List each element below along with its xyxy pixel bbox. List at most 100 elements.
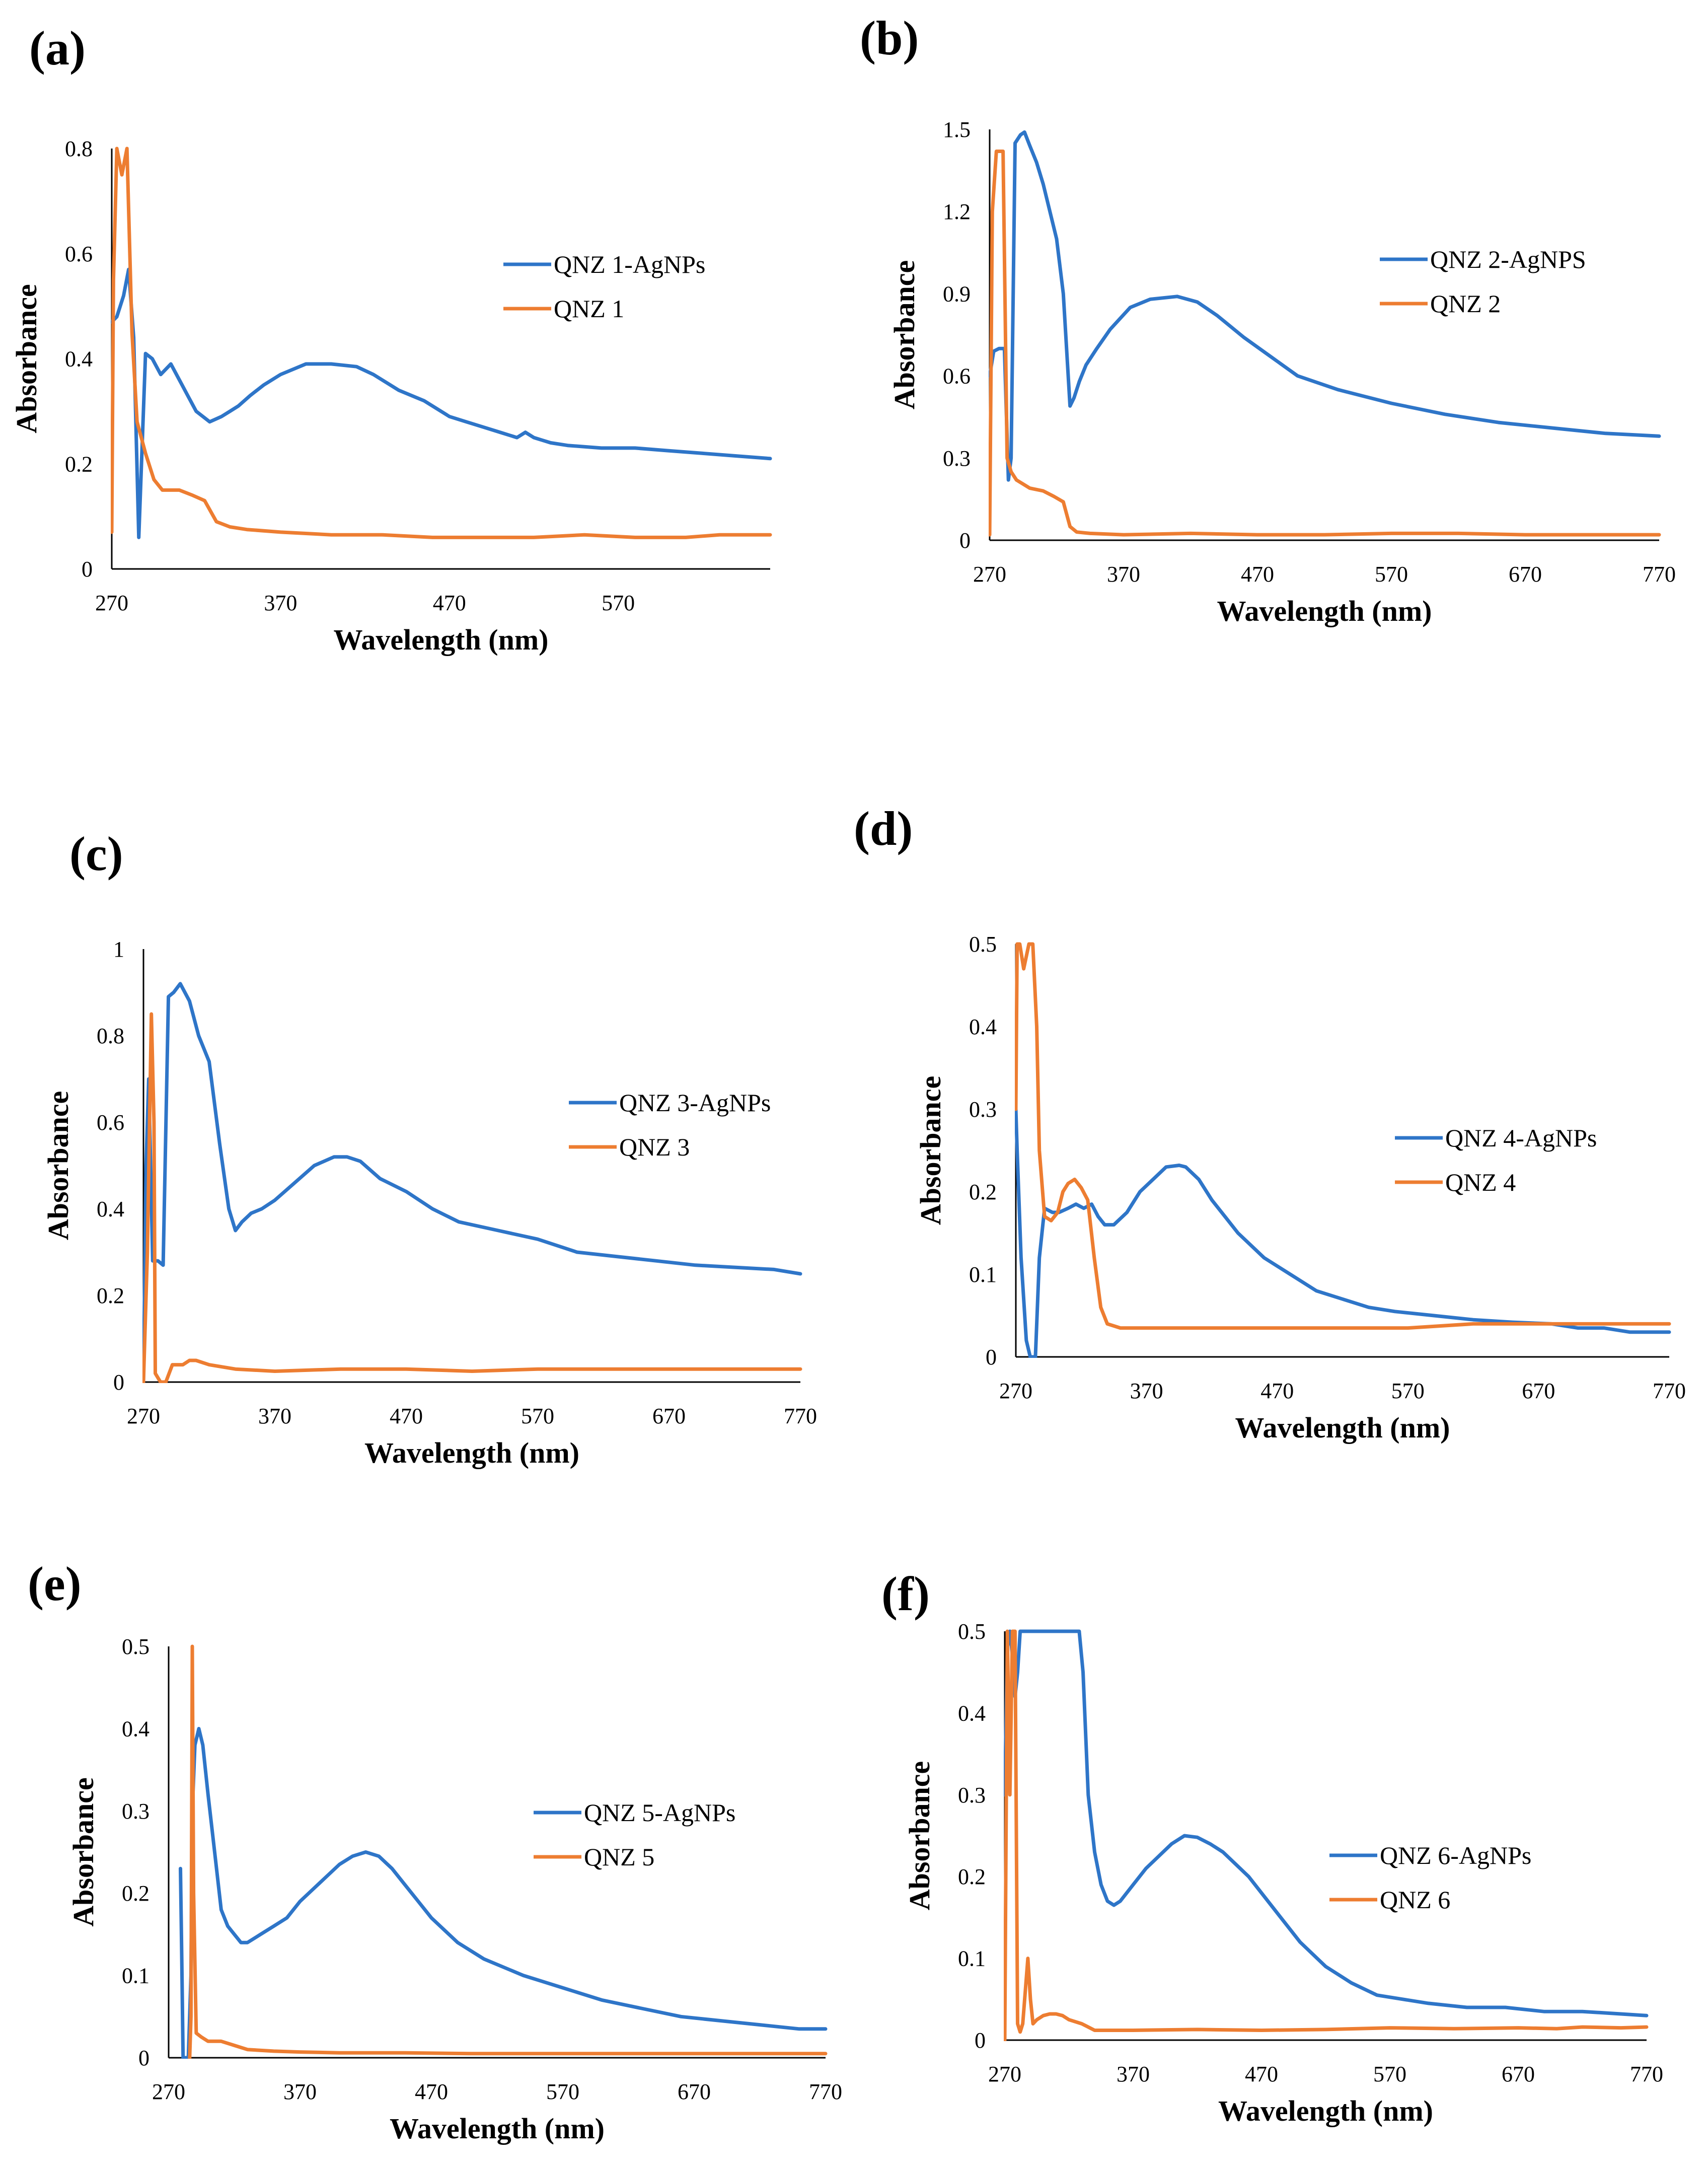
series-line-qnz [188, 1644, 828, 2059]
x-tick-label: 370 [1130, 1379, 1163, 1403]
y-tick-label: 0.4 [122, 1716, 150, 1741]
y-tick-label: 0.8 [65, 136, 93, 161]
x-axis-title: Wavelength (nm) [1235, 1411, 1450, 1444]
y-axis-title: Absorbance [903, 1761, 936, 1910]
y-tick-label: 0.2 [65, 452, 93, 476]
x-tick-label: 270 [152, 2079, 185, 2104]
y-tick-label: 0.5 [958, 1619, 986, 1644]
spectrum-chart-f: 0 0.1 0.2 0.3 0.4 0.5 270 370 470 570 670 770 Wavele… [903, 1619, 1663, 2127]
x-tick-label: 470 [390, 1404, 423, 1428]
y-tick-label: 0.1 [969, 1262, 997, 1287]
y-tick-label: 0.1 [958, 1946, 986, 1971]
x-tick-label: 270 [973, 562, 1006, 587]
y-tick-label: 0.4 [97, 1197, 124, 1221]
y-axis-title: Absorbance [10, 284, 43, 433]
legend-entry: QNZ 3-AgNPs [619, 1089, 771, 1117]
x-tick-label: 470 [415, 2079, 448, 2104]
y-tick-label: 1.5 [943, 117, 971, 142]
chart-panel-a: (a) 0 0.2 0.4 0.6 0.8 270 370 470 570 Wavelength … [0, 0, 854, 705]
x-tick-label: 270 [95, 591, 128, 615]
x-tick-label: 370 [1117, 2062, 1150, 2086]
chart-panel-f: (f) 0 0.1 0.2 0.3 0.4 0.5 270 370 470 570 670 770 Wa… [854, 1531, 1708, 2167]
x-tick-label: 470 [1245, 2062, 1278, 2086]
panel-label: (e) [28, 1557, 82, 1611]
legend-entry: QNZ 4-AgNPs [1445, 1124, 1597, 1152]
y-tick-label: 0.3 [943, 446, 971, 471]
y-tick-label: 0.2 [122, 1881, 150, 1906]
y-tick-label: 0.4 [969, 1015, 997, 1039]
y-tick-label: 0.6 [97, 1110, 124, 1135]
series-line-agnps [111, 267, 772, 539]
y-tick-label: 0.6 [943, 364, 971, 389]
series-line-agnps [989, 130, 1661, 482]
y-tick-label: 0.2 [969, 1180, 997, 1204]
x-tick-label: 370 [264, 591, 297, 615]
legend-entry: QNZ 3 [619, 1133, 690, 1161]
spectrum-chart-e: 0 0.1 0.2 0.3 0.4 0.5 270 370 470 570 670 770 Wavele… [67, 1634, 842, 2145]
y-tick-label: 0.4 [958, 1701, 986, 1725]
y-axis-title: Absorbance [67, 1777, 100, 1926]
x-tick-label: 770 [1653, 1379, 1686, 1403]
chart-panel-c: (c) 0 0.2 0.4 0.6 0.8 1 270 370 470 570 670 770 Wave… [0, 775, 854, 1490]
y-tick-label: 0 [113, 1370, 124, 1395]
x-tick-label: 470 [1241, 562, 1274, 587]
x-tick-label: 570 [521, 1404, 554, 1428]
legend-entry: QNZ 1 [554, 295, 624, 323]
legend-entry: QNZ 5 [584, 1843, 654, 1871]
series-line-agnps [1004, 1629, 1649, 2017]
y-tick-label: 0.3 [969, 1097, 997, 1122]
legend-entry: QNZ 2 [1430, 290, 1501, 318]
y-tick-label: 0.2 [958, 1864, 986, 1889]
x-tick-label: 670 [652, 1404, 686, 1428]
series-line-agnps [142, 982, 802, 1383]
x-tick-label: 270 [999, 1379, 1032, 1403]
x-tick-label: 370 [1107, 562, 1140, 587]
spectrum-chart-d: 0 0.1 0.2 0.3 0.4 0.5 270 370 470 570 670 770 Wavele… [914, 932, 1686, 1444]
legend-entry: QNZ 5-AgNPs [584, 1798, 735, 1827]
x-tick-label: 570 [1375, 562, 1408, 587]
panel-label: (a) [29, 21, 86, 75]
legend-entry: QNZ 6 [1380, 1886, 1450, 1914]
y-tick-label: 0 [959, 528, 971, 553]
y-tick-label: 0.3 [958, 1783, 986, 1808]
x-tick-label: 570 [546, 2079, 579, 2104]
panel-label: (b) [860, 11, 919, 65]
spectrum-chart-b: 0 0.3 0.6 0.9 1.2 1.5 270 370 470 570 670 770 Wavele… [888, 117, 1676, 627]
series-line-qnz [142, 1012, 802, 1383]
spectrum-chart-a: 0 0.2 0.4 0.6 0.8 270 370 470 570 Wavelength (nm)… [10, 136, 772, 656]
series-line-qnz [1015, 942, 1671, 1330]
x-tick-label: 370 [283, 2079, 317, 2104]
y-tick-label: 1.2 [943, 199, 971, 224]
x-tick-label: 570 [1391, 1379, 1425, 1403]
y-tick-label: 0.1 [122, 1964, 150, 1988]
y-tick-label: 0 [138, 2046, 150, 2070]
x-tick-label: 470 [1260, 1379, 1294, 1403]
y-tick-label: 0.6 [65, 242, 93, 266]
legend-entry: QNZ 4 [1445, 1168, 1516, 1196]
y-tick-label: 0.9 [943, 281, 971, 306]
x-axis-title: Wavelength (nm) [390, 2112, 605, 2145]
y-tick-label: 0.4 [65, 347, 93, 372]
chart-panel-b: (b) 0 0.3 0.6 0.9 1.2 1.5 270 370 470 570 670 770 Wa… [854, 0, 1708, 705]
y-tick-label: 0 [986, 1345, 997, 1369]
y-axis-title: Absorbance [914, 1076, 947, 1225]
x-tick-label: 270 [988, 2062, 1021, 2086]
x-tick-label: 570 [602, 591, 635, 615]
y-axis-title: Absorbance [42, 1091, 75, 1240]
chart-panel-d: (d) 0 0.1 0.2 0.3 0.4 0.5 270 370 470 570 670 770 Wa… [854, 775, 1708, 1490]
x-axis-title: Wavelength (nm) [1217, 595, 1432, 627]
x-tick-label: 570 [1373, 2062, 1406, 2086]
x-axis-title: Wavelength (nm) [364, 1436, 579, 1469]
x-tick-label: 670 [1502, 2062, 1535, 2086]
x-axis-title: Wavelength (nm) [334, 623, 549, 656]
panel-label: (d) [854, 802, 913, 855]
panel-label: (c) [69, 827, 123, 881]
x-tick-label: 770 [1630, 2062, 1663, 2086]
x-tick-label: 770 [1643, 562, 1676, 587]
legend-entry: QNZ 6-AgNPs [1380, 1841, 1531, 1869]
chart-panel-e: (e) 0 0.1 0.2 0.3 0.4 0.5 270 370 470 570 670 770 Wa… [0, 1531, 854, 2167]
legend-entry: QNZ 1-AgNPs [554, 250, 705, 278]
x-tick-label: 470 [433, 591, 466, 615]
y-tick-label: 1 [113, 937, 124, 962]
x-tick-label: 670 [1509, 562, 1542, 587]
